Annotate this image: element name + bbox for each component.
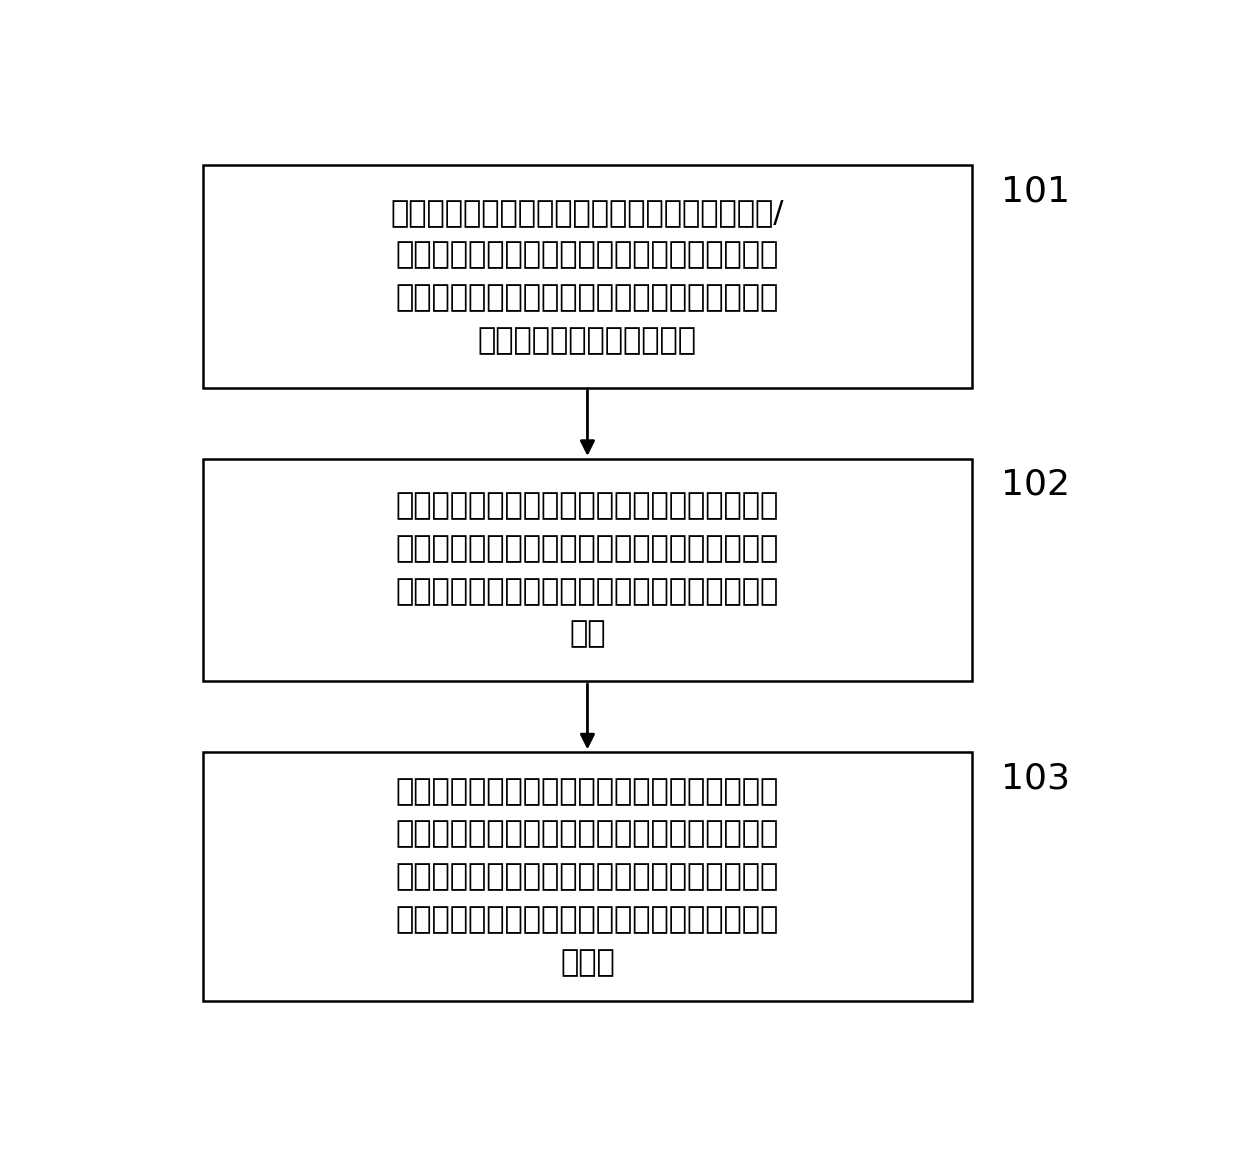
FancyBboxPatch shape [203,752,972,1001]
Text: 103: 103 [1001,761,1070,795]
FancyBboxPatch shape [203,165,972,388]
FancyBboxPatch shape [203,459,972,681]
Text: 获取所述运输路线上各运载车辆发送的行驶状态
消息，所述行驶状态消息携带有运载车辆标识信
息、当前运载状态信息、运行状态信息以及位置
信息: 获取所述运输路线上各运载车辆发送的行驶状态 消息，所述行驶状态消息携带有运载车辆… [396,491,779,649]
Text: 102: 102 [1001,468,1070,501]
Text: 根据所述驶离请求消息和所述行驶状态消息，确
定匹配的行驶路径轨迹并发送调度指令给对应的
所述待调度运载车辆；或确定无匹配的行驶路径
轨迹并发送调度等待指令给对应: 根据所述驶离请求消息和所述行驶状态消息，确 定匹配的行驶路径轨迹并发送调度指令给… [396,776,779,977]
Text: 101: 101 [1001,174,1070,208]
Text: 获取待调度运载车辆到达所述第一调度等候区和/
或所述第二调度等候区发送的驶离请求消息，所
述驶离请求消息携带有运载车辆标识信息、当前
运载状态信息以及位置信息: 获取待调度运载车辆到达所述第一调度等候区和/ 或所述第二调度等候区发送的驶离请求… [391,198,784,355]
